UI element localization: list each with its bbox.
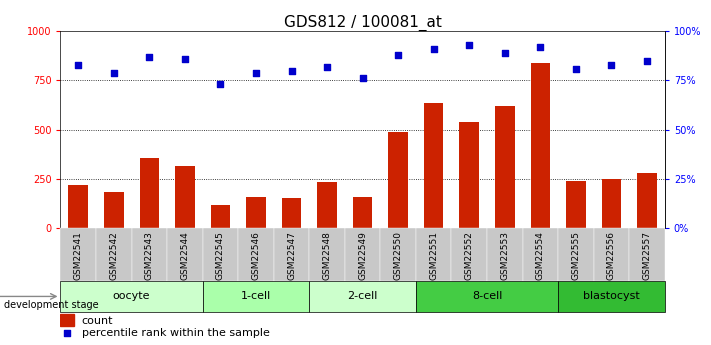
Point — [179, 56, 191, 61]
Bar — [60, 314, 74, 326]
Bar — [317, 182, 337, 228]
Bar — [60, 228, 96, 281]
Text: GSM22545: GSM22545 — [216, 231, 225, 280]
Text: 1-cell: 1-cell — [241, 292, 271, 302]
Bar — [274, 228, 309, 281]
Point — [73, 62, 84, 67]
Point — [357, 76, 368, 81]
Text: oocyte: oocyte — [113, 292, 150, 302]
Point — [215, 81, 226, 87]
Bar — [451, 228, 487, 281]
Text: GSM22541: GSM22541 — [74, 231, 82, 280]
Bar — [96, 228, 132, 281]
Bar — [203, 228, 238, 281]
Bar — [309, 281, 416, 312]
Text: GSM22552: GSM22552 — [465, 231, 474, 280]
Point — [144, 54, 155, 59]
Bar — [566, 181, 586, 228]
Bar — [416, 228, 451, 281]
Text: GSM22549: GSM22549 — [358, 231, 367, 280]
Bar — [175, 166, 195, 228]
Text: GSM22550: GSM22550 — [394, 231, 402, 280]
Text: GSM22555: GSM22555 — [572, 231, 580, 280]
Bar — [380, 228, 416, 281]
Text: count: count — [82, 316, 113, 326]
Bar — [238, 228, 274, 281]
Point — [61, 331, 73, 336]
Text: GSM22553: GSM22553 — [501, 231, 509, 280]
Bar — [459, 122, 479, 228]
Bar — [558, 228, 594, 281]
Bar — [203, 281, 309, 312]
Text: GSM22544: GSM22544 — [181, 231, 189, 280]
Bar — [353, 197, 373, 228]
Bar — [629, 228, 665, 281]
Bar — [210, 205, 230, 228]
Text: GSM22548: GSM22548 — [323, 231, 331, 280]
Bar — [246, 197, 266, 228]
Bar — [309, 228, 345, 281]
Bar — [416, 281, 558, 312]
Bar — [132, 228, 167, 281]
Point — [570, 66, 582, 71]
Text: GSM22546: GSM22546 — [252, 231, 260, 280]
Text: GSM22551: GSM22551 — [429, 231, 438, 280]
Point — [641, 58, 653, 63]
Bar — [388, 132, 408, 228]
Bar — [104, 192, 124, 228]
Bar — [139, 158, 159, 228]
Text: 8-cell: 8-cell — [472, 292, 502, 302]
Point — [606, 62, 617, 67]
Text: GSM22542: GSM22542 — [109, 231, 118, 280]
Text: development stage: development stage — [4, 300, 98, 310]
Text: percentile rank within the sample: percentile rank within the sample — [82, 328, 269, 338]
Bar — [60, 281, 203, 312]
Point — [428, 46, 439, 51]
Bar — [594, 228, 629, 281]
Bar — [487, 228, 523, 281]
Point — [499, 50, 510, 56]
Bar — [167, 228, 203, 281]
Bar — [424, 103, 444, 228]
Bar — [495, 106, 515, 228]
Bar — [637, 173, 657, 228]
Text: GSM22543: GSM22543 — [145, 231, 154, 280]
Point — [250, 70, 262, 75]
Text: GSM22554: GSM22554 — [536, 231, 545, 280]
Bar — [68, 185, 88, 228]
Bar — [523, 228, 558, 281]
Point — [392, 52, 404, 58]
Point — [108, 70, 119, 75]
Text: GSM22557: GSM22557 — [643, 231, 651, 280]
Bar — [602, 179, 621, 228]
Text: blastocyst: blastocyst — [583, 292, 640, 302]
Text: GSM22556: GSM22556 — [607, 231, 616, 280]
Title: GDS812 / 100081_at: GDS812 / 100081_at — [284, 15, 442, 31]
Point — [286, 68, 297, 73]
Point — [321, 64, 333, 69]
Text: GSM22547: GSM22547 — [287, 231, 296, 280]
Bar — [530, 63, 550, 228]
Point — [464, 42, 475, 48]
Point — [535, 44, 546, 50]
Bar — [282, 198, 301, 228]
Bar — [558, 281, 665, 312]
Bar — [345, 228, 380, 281]
Text: 2-cell: 2-cell — [348, 292, 378, 302]
